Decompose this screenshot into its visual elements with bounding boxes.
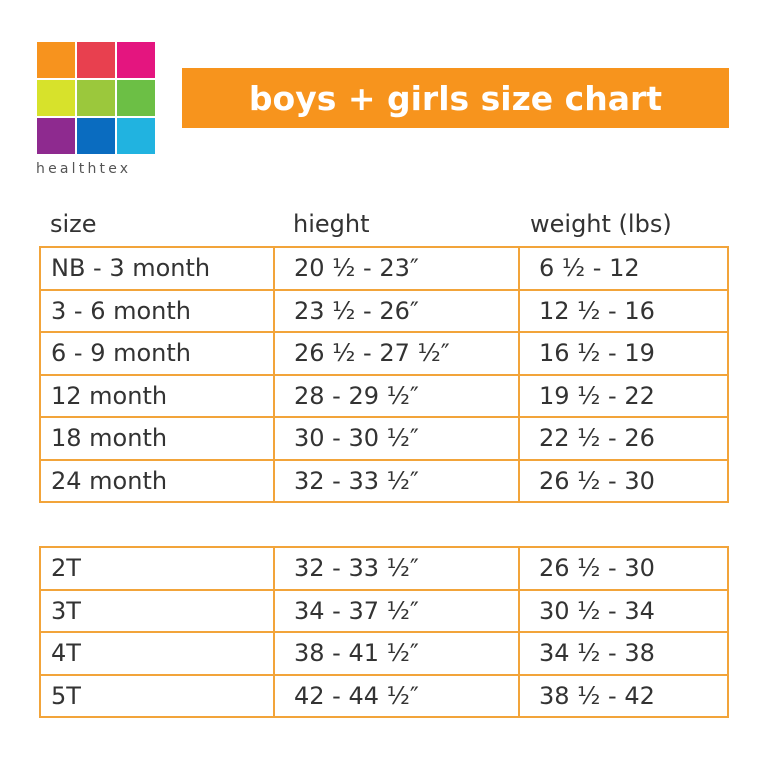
table-row: 18 month 30 - 30 ½″ 22 ½ - 26	[39, 416, 729, 461]
table-cell: 24 month	[39, 458, 275, 503]
logo-square	[77, 42, 115, 78]
table-cell: 12 month	[39, 373, 275, 418]
title: boys + girls size chart	[182, 68, 729, 128]
table-cell: 34 - 37 ½″	[273, 588, 520, 633]
brand: healthtex	[36, 161, 132, 177]
table-cell: 2T	[39, 546, 275, 591]
table-cell: 23 ½ - 26″	[273, 288, 520, 333]
table-cell: 30 ½ - 34	[518, 588, 729, 633]
table-row: 24 month 32 - 33 ½″ 26 ½ - 30	[39, 458, 729, 503]
table-cell: 38 ½ - 42	[518, 673, 729, 718]
logo-square	[37, 80, 75, 116]
table-cell: 4T	[39, 631, 275, 676]
table-cell: NB - 3 month	[39, 246, 275, 291]
logo-square	[77, 118, 115, 154]
table-cell: 6 - 9 month	[39, 331, 275, 376]
table-row: 12 month 28 - 29 ½″ 19 ½ - 22	[39, 373, 729, 418]
table-cell: 5T	[39, 673, 275, 718]
size-table: NB - 3 month 20 ½ - 23″ 6 ½ - 12 3 - 6 mont…	[39, 246, 729, 503]
table-row: 6 - 9 month 26 ½ - 27 ½″ 16 ½ - 19	[39, 331, 729, 376]
table-cell: 19 ½ - 22	[518, 373, 729, 418]
table-row: 3T 34 - 37 ½″ 30 ½ - 34	[39, 588, 729, 633]
logo-square	[37, 118, 75, 154]
table-cell: 28 - 29 ½″	[273, 373, 520, 418]
table-cell: 26 ½ - 27 ½″	[273, 331, 520, 376]
table-row: 2T 32 - 33 ½″ 26 ½ - 30	[39, 546, 729, 591]
table-row: 3 - 6 month 23 ½ - 26″ 12 ½ - 16	[39, 288, 729, 333]
table-cell: 22 ½ - 26	[518, 416, 729, 461]
table-cell: 20 ½ - 23″	[273, 246, 520, 291]
table-cell: 12 ½ - 16	[518, 288, 729, 333]
table-cell: 26 ½ - 30	[518, 546, 729, 591]
logo-square	[37, 42, 75, 78]
table-cell: 3T	[39, 588, 275, 633]
column-header: hieght	[293, 210, 370, 238]
table-cell: 30 - 30 ½″	[273, 416, 520, 461]
table-row: 4T 38 - 41 ½″ 34 ½ - 38	[39, 631, 729, 676]
table-cell: 42 - 44 ½″	[273, 673, 520, 718]
logo-square	[117, 118, 155, 154]
table-cell: 6 ½ - 12	[518, 246, 729, 291]
logo-square	[117, 42, 155, 78]
table-cell: 38 - 41 ½″	[273, 631, 520, 676]
table-cell: 34 ½ - 38	[518, 631, 729, 676]
column-header: size	[50, 210, 97, 238]
table-cell: 32 - 33 ½″	[273, 546, 520, 591]
logo-square	[117, 80, 155, 116]
table-cell: 26 ½ - 30	[518, 458, 729, 503]
size-table: 2T 32 - 33 ½″ 26 ½ - 30 3T 34 - 37 ½″ 30 ½ - …	[39, 546, 729, 718]
table-cell: 18 month	[39, 416, 275, 461]
table-cell: 3 - 6 month	[39, 288, 275, 333]
table-cell: 16 ½ - 19	[518, 331, 729, 376]
table-row: NB - 3 month 20 ½ - 23″ 6 ½ - 12	[39, 246, 729, 291]
table-row: 5T 42 - 44 ½″ 38 ½ - 42	[39, 673, 729, 718]
logo-square	[77, 80, 115, 116]
table-cell: 32 - 33 ½″	[273, 458, 520, 503]
column-header: weight (lbs)	[530, 210, 672, 238]
logo	[37, 42, 155, 155]
